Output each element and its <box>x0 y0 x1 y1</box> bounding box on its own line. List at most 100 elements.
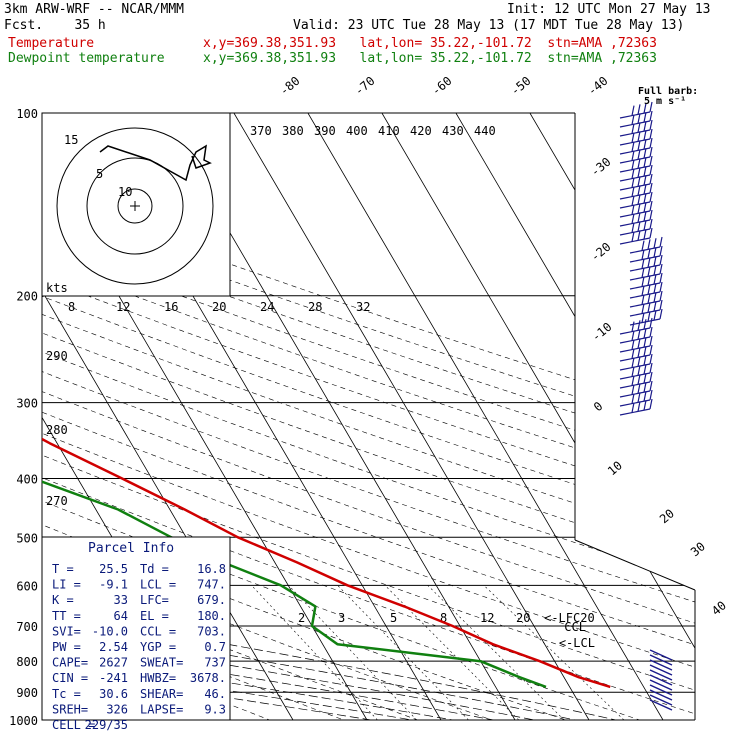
mixing-ratio-label: 20 <box>516 611 530 625</box>
dry-adiabat <box>42 113 695 720</box>
speed-unit-label: kts <box>46 281 68 295</box>
dewpoint-profile <box>42 113 547 689</box>
temperature-label: 30 <box>688 539 708 559</box>
temperature-label: -60 <box>429 74 455 99</box>
mixing-ratio-label: 8 <box>440 611 447 625</box>
mixing-ratio-line <box>288 585 417 720</box>
pressure-axis-labels: 100 200 300 400 500 600 700 800 900 1000 <box>9 107 38 728</box>
parcel-info-cell: -9.1 <box>99 578 128 592</box>
wind-barb <box>629 281 663 299</box>
parcel-info-cell: YGP = <box>140 640 176 654</box>
theta-label: 290 <box>46 349 68 363</box>
model-label: 3km ARW-WRF -- NCAR/MMM <box>4 2 185 17</box>
temperature-label: 40 <box>709 598 729 618</box>
wind-barb <box>619 344 653 362</box>
wind-barb <box>619 371 653 389</box>
wind-barb <box>649 669 673 681</box>
hodograph-ring-label: 15 <box>64 133 78 147</box>
parcel-info-cell: 30.6 <box>99 687 128 701</box>
pressure-label: 500 <box>16 531 38 545</box>
parcel-info-cell: 33 <box>114 593 128 607</box>
wind-barb <box>629 263 663 281</box>
parcel-info-cell: Td = <box>140 562 169 576</box>
parcel-info-cell: -241 <box>99 671 128 685</box>
wind-barb <box>649 679 673 691</box>
temperature-labels: -80 -70 -60 -50 -40 -30 -20 -10 0 10 20 30 40 370 380 3… <box>46 74 729 625</box>
wind-barb <box>629 236 663 254</box>
pressure-label: 700 <box>16 620 38 634</box>
level-annotation: CCL <box>564 620 586 634</box>
parcel-info-cell: 2.54 <box>99 640 128 654</box>
moist-adiabat <box>42 219 523 720</box>
parcel-info-cell: T = <box>52 562 74 576</box>
parcel-info-cell: 326 <box>106 702 128 716</box>
theta-label: 400 <box>346 124 368 138</box>
hodograph-ring-label: 5 <box>96 167 103 181</box>
hodograph-speed-axis: 8 12 16 20 24 28 32 <box>68 300 370 314</box>
wind-barb <box>649 699 673 711</box>
wind-barb <box>619 335 653 353</box>
speed-label: 24 <box>260 300 274 314</box>
parcel-info-cell: 0.7 <box>204 640 226 654</box>
dry-adiabat <box>42 113 695 720</box>
wind-barb <box>619 227 653 245</box>
wind-barb <box>649 674 673 686</box>
dewpoint-station-info: x,y=369.38,351.93 lat,lon= 35.22,-101.72… <box>203 51 657 66</box>
mixing-ratio-line <box>384 585 519 720</box>
speed-label: 20 <box>212 300 226 314</box>
wind-barb <box>619 146 653 164</box>
speed-label: 8 <box>68 300 75 314</box>
wind-barb <box>619 155 653 173</box>
hodograph-ring-label: 10 <box>118 185 132 199</box>
pressure-label: 800 <box>16 655 38 669</box>
parcel-info-cell: LFC= <box>140 593 169 607</box>
barb-legend-title: Full barb: <box>638 86 698 97</box>
isotherm <box>381 113 695 720</box>
parcel-info-cell: 16.8 <box>197 562 226 576</box>
wind-barb <box>649 659 673 671</box>
theta-label: 280 <box>46 423 68 437</box>
mixing-ratio-label: 2 <box>298 611 305 625</box>
wind-barb <box>619 353 653 371</box>
wind-barb <box>649 664 673 676</box>
wind-barb <box>619 218 653 236</box>
wind-barb <box>619 128 653 146</box>
isotherm <box>307 113 664 720</box>
dry-adiabat <box>42 113 529 720</box>
parcel-info-cell: SWEAT= <box>140 656 183 670</box>
pressure-label: 200 <box>16 290 38 304</box>
parcel-info-cell: SREH= <box>52 702 88 716</box>
parcel-info-cell: CCL = <box>140 624 176 638</box>
wind-barb <box>619 380 653 398</box>
dry-adiabat <box>42 113 695 720</box>
temperature-profile <box>42 113 611 689</box>
init-time: Init: 12 UTC Mon 27 May 13 <box>507 2 711 17</box>
parcel-info-cell: CELL = <box>52 718 95 732</box>
parcel-info-cell: TT = <box>52 609 81 623</box>
parcel-info-cell: 25.5 <box>99 562 128 576</box>
theta-label: 410 <box>378 124 400 138</box>
parcel-info-cell: CIN = <box>52 671 88 685</box>
theta-label: 270 <box>46 494 68 508</box>
mixing-ratio-label: 12 <box>480 611 494 625</box>
speed-label: 12 <box>116 300 130 314</box>
mixing-ratio-label: 5 <box>390 611 397 625</box>
wind-barb <box>619 173 653 191</box>
pressure-label: 300 <box>16 397 38 411</box>
mixing-ratio-label: 3 <box>338 611 345 625</box>
valid-time: Valid: 23 UTC Tue 28 May 13 (17 MDT Tue … <box>293 18 685 33</box>
parcel-info-cell: HWBZ= <box>140 671 176 685</box>
parcel-info-cell: 180. <box>197 609 226 623</box>
parcel-info-box: Parcel Info T = 25.5 Td = 16.8 LI = -9.1 LCL =… <box>41 536 231 732</box>
wind-barb <box>619 362 653 380</box>
parcel-info-title: Parcel Info <box>88 541 174 556</box>
speed-label: 28 <box>308 300 322 314</box>
moist-adiabat <box>42 219 486 720</box>
temperature-label: -10 <box>589 320 615 345</box>
pressure-label: 1000 <box>9 714 38 728</box>
wind-barb <box>629 290 663 308</box>
wind-barbs <box>619 101 673 711</box>
parcel-info-cell: LAPSE= <box>140 702 183 716</box>
